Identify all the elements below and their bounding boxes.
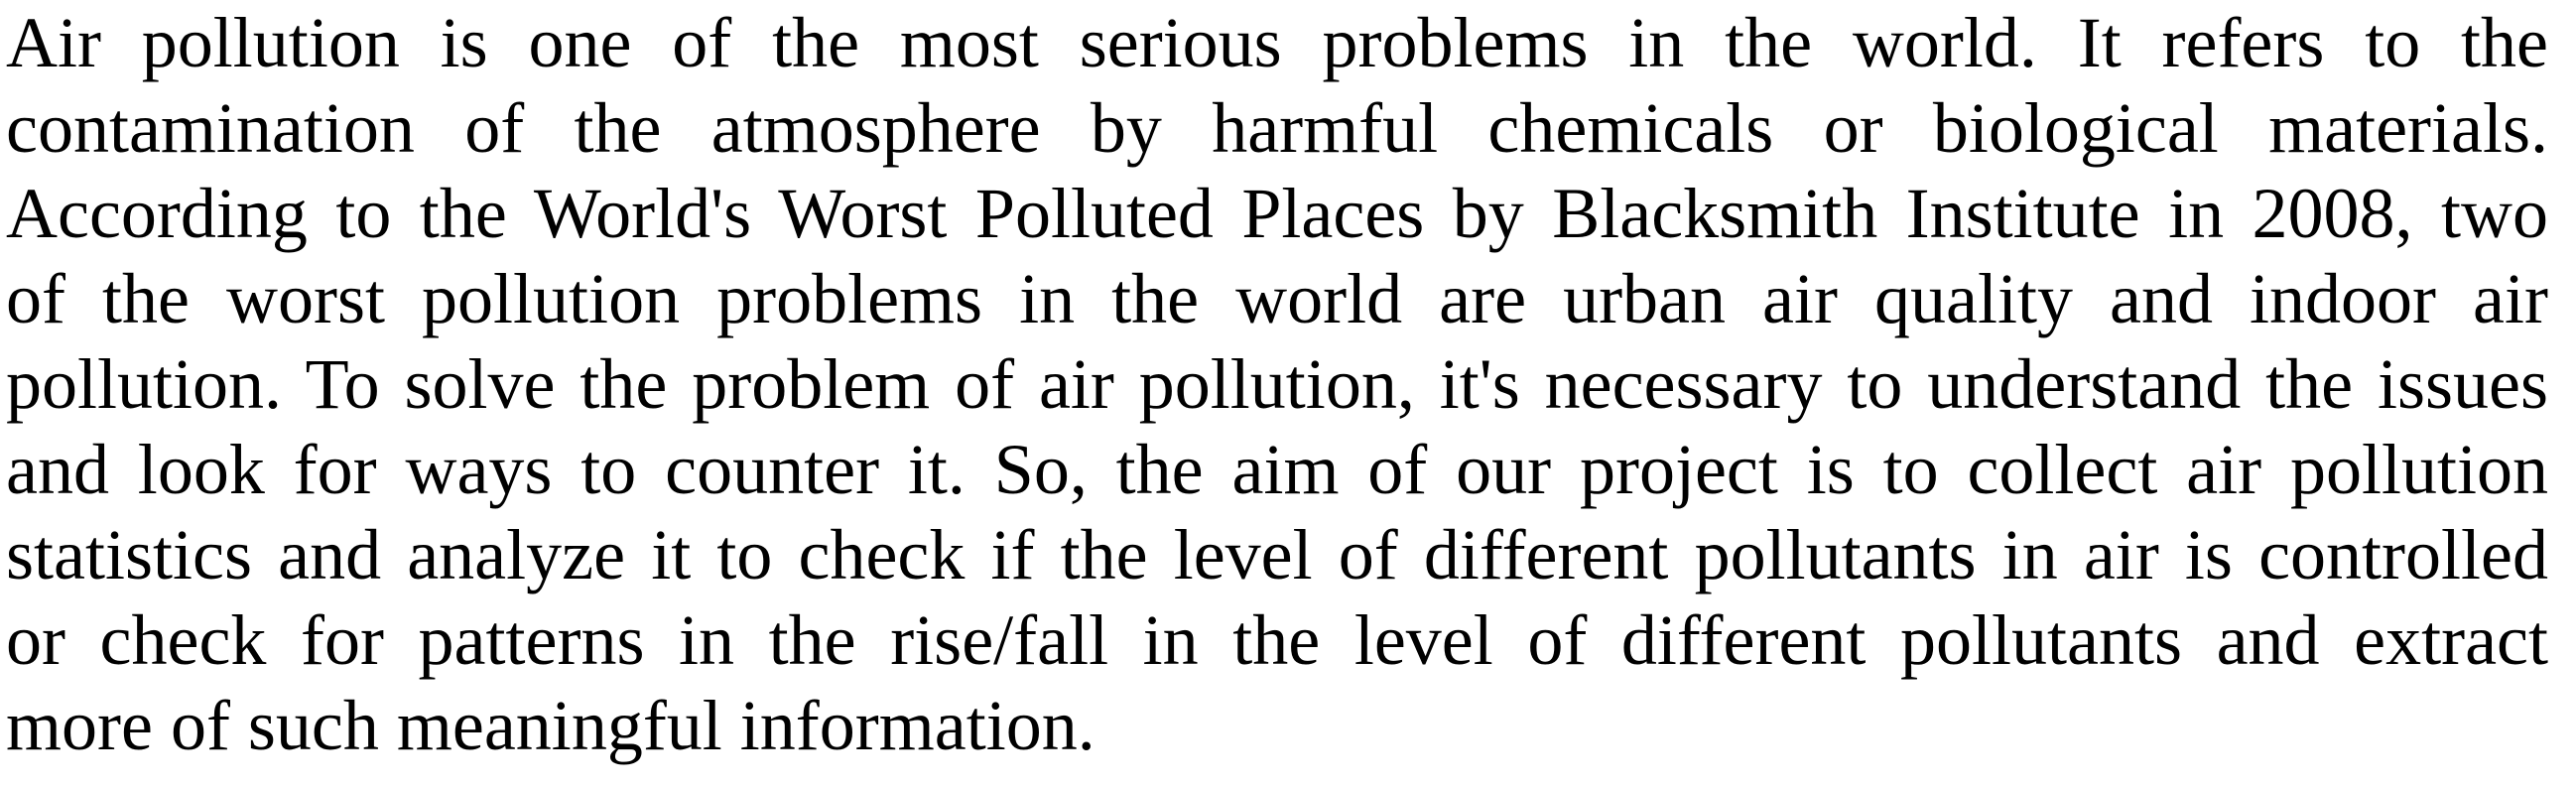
paragraph-line-8: or check for patterns in the rise/fall i… [6, 600, 2548, 680]
paragraph-line-4: of the worst pollution problems in the w… [6, 259, 2548, 338]
paragraph-line-1: Air pollution is one of the most serious… [6, 3, 2548, 82]
paragraph-line-7: statistics and analyze it to check if th… [6, 515, 2548, 594]
paragraph-line-6: and look for ways to counter it. So, the… [6, 430, 2548, 509]
paragraph-line-5: pollution. To solve the problem of air p… [6, 344, 2548, 424]
body-paragraph: Air pollution is one of the most serious… [6, 0, 2548, 768]
paragraph-line-9: more of such meaningful information. [6, 686, 1095, 765]
paragraph-line-3: According to the World's Worst Polluted … [6, 174, 2548, 253]
paragraph-line-2: contamination of the atmosphere by harmf… [6, 88, 2548, 168]
